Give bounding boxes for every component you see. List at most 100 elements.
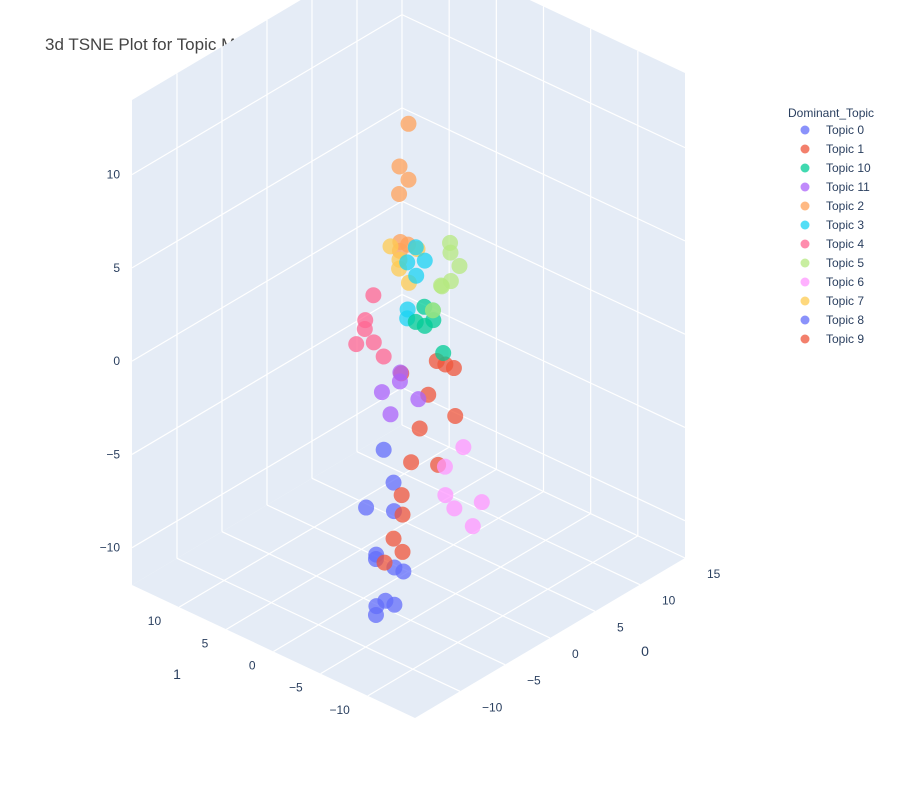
data-point[interactable] bbox=[424, 302, 441, 319]
data-point[interactable] bbox=[393, 487, 410, 504]
z-tick-label: 0 bbox=[113, 354, 120, 368]
wall-gridline-z bbox=[131, 387, 403, 549]
floor-gridline-y bbox=[320, 513, 591, 675]
x-tick-label: 10 bbox=[662, 594, 676, 608]
data-point[interactable] bbox=[367, 607, 384, 624]
data-point[interactable] bbox=[451, 257, 468, 274]
legend-marker bbox=[800, 182, 810, 192]
legend-marker bbox=[800, 163, 810, 173]
legend-item[interactable]: Topic 4 bbox=[800, 237, 865, 251]
data-point[interactable] bbox=[473, 494, 490, 511]
floor-gridline-y bbox=[367, 535, 639, 697]
legend-label: Topic 11 bbox=[826, 180, 870, 194]
z-tick-label: 10 bbox=[107, 168, 121, 182]
legend-label: Topic 5 bbox=[826, 256, 864, 270]
data-point[interactable] bbox=[407, 239, 424, 256]
legend-item[interactable]: Topic 6 bbox=[800, 275, 865, 289]
legend-item[interactable]: Topic 3 bbox=[800, 218, 865, 232]
data-point[interactable] bbox=[400, 171, 417, 188]
data-point[interactable] bbox=[416, 252, 433, 269]
data-point[interactable] bbox=[376, 554, 393, 571]
legend-item[interactable]: Topic 8 bbox=[800, 313, 865, 327]
x-axis-title: 0 bbox=[641, 643, 649, 659]
data-point[interactable] bbox=[358, 499, 375, 516]
data-point[interactable] bbox=[445, 360, 462, 377]
data-point[interactable] bbox=[365, 334, 382, 351]
x-tick-label: 5 bbox=[617, 620, 624, 634]
data-point[interactable] bbox=[382, 238, 399, 255]
data-point[interactable] bbox=[403, 454, 420, 471]
legend-item[interactable]: Topic 5 bbox=[800, 256, 865, 270]
legend-marker bbox=[800, 277, 810, 287]
y-tick-label: 5 bbox=[202, 636, 209, 650]
legend-item[interactable]: Topic 0 bbox=[800, 123, 865, 137]
data-point[interactable] bbox=[391, 158, 408, 175]
data-point[interactable] bbox=[391, 373, 408, 390]
legend-marker bbox=[800, 334, 810, 344]
legend-marker bbox=[800, 201, 810, 211]
data-point[interactable] bbox=[394, 506, 411, 523]
legend-marker bbox=[800, 296, 810, 306]
data-point[interactable] bbox=[437, 487, 454, 504]
chart-title: 3d TSNE Plot for Topic Model bbox=[45, 35, 267, 54]
data-point[interactable] bbox=[455, 439, 472, 456]
legend-item[interactable]: Topic 11 bbox=[800, 180, 871, 194]
z-tick-label: 5 bbox=[113, 261, 120, 275]
legend-label: Topic 6 bbox=[826, 275, 864, 289]
z-tick-label: −10 bbox=[100, 541, 121, 555]
floor-gridline-y bbox=[178, 446, 450, 608]
data-point[interactable] bbox=[400, 115, 417, 132]
data-point[interactable] bbox=[410, 391, 427, 408]
legend-title: Dominant_Topic bbox=[788, 106, 874, 120]
y-tick-label: 0 bbox=[249, 659, 256, 673]
legend-label: Topic 4 bbox=[826, 237, 864, 251]
data-point[interactable] bbox=[447, 408, 464, 425]
wall-gridline-z bbox=[401, 200, 686, 335]
data-point[interactable] bbox=[375, 348, 392, 365]
3d-scene[interactable]: 15 10 5 0 −5 −10 10 5 0 −5 −10 10 5 0 −5 −10 0 1 bbox=[100, 0, 721, 718]
legend-marker bbox=[800, 144, 810, 154]
y-tick-label: −10 bbox=[329, 703, 350, 717]
wall-gridline-z bbox=[401, 387, 686, 522]
legend-item[interactable]: Topic 1 bbox=[800, 142, 865, 156]
data-point[interactable] bbox=[411, 420, 428, 437]
legend-label: Topic 9 bbox=[826, 332, 864, 346]
data-point[interactable] bbox=[442, 234, 459, 251]
data-point[interactable] bbox=[433, 277, 450, 294]
data-point[interactable] bbox=[365, 287, 382, 304]
data-point[interactable] bbox=[436, 458, 453, 475]
z-tick-label: −5 bbox=[106, 447, 120, 461]
legend-item[interactable]: Topic 9 bbox=[800, 332, 865, 346]
data-point[interactable] bbox=[399, 254, 416, 271]
x-tick-label: 15 bbox=[707, 567, 721, 581]
data-point[interactable] bbox=[391, 185, 408, 202]
data-point[interactable] bbox=[394, 543, 411, 560]
data-point[interactable] bbox=[348, 336, 365, 353]
legend-marker bbox=[800, 258, 810, 268]
legend[interactable]: Dominant_Topic Topic 0 Topic 1 Topic 10 Top… bbox=[788, 106, 874, 346]
legend-label: Topic 7 bbox=[826, 294, 864, 308]
data-point[interactable] bbox=[385, 474, 402, 491]
y-tick-label: 10 bbox=[148, 614, 162, 628]
wall-gridline-z bbox=[131, 200, 403, 362]
legend-item[interactable]: Topic 10 bbox=[800, 161, 872, 175]
wall-gridline-z bbox=[131, 14, 403, 176]
data-point[interactable] bbox=[446, 500, 463, 517]
data-point[interactable] bbox=[386, 596, 403, 613]
legend-item[interactable]: Topic 7 bbox=[800, 294, 865, 308]
data-point[interactable] bbox=[382, 406, 399, 423]
legend-marker bbox=[800, 239, 810, 249]
legend-label: Topic 10 bbox=[826, 161, 871, 175]
legend-label: Topic 2 bbox=[826, 199, 864, 213]
wall-gridline-z bbox=[131, 107, 403, 269]
legend-item[interactable]: Topic 2 bbox=[800, 199, 865, 213]
legend-label: Topic 1 bbox=[826, 142, 864, 156]
data-point[interactable] bbox=[385, 530, 402, 547]
data-point[interactable] bbox=[375, 441, 392, 458]
data-point[interactable] bbox=[395, 563, 412, 580]
data-point[interactable] bbox=[408, 267, 425, 284]
data-point[interactable] bbox=[373, 384, 390, 401]
data-point[interactable] bbox=[464, 518, 481, 535]
data-point[interactable] bbox=[435, 344, 452, 361]
data-point[interactable] bbox=[356, 321, 373, 338]
